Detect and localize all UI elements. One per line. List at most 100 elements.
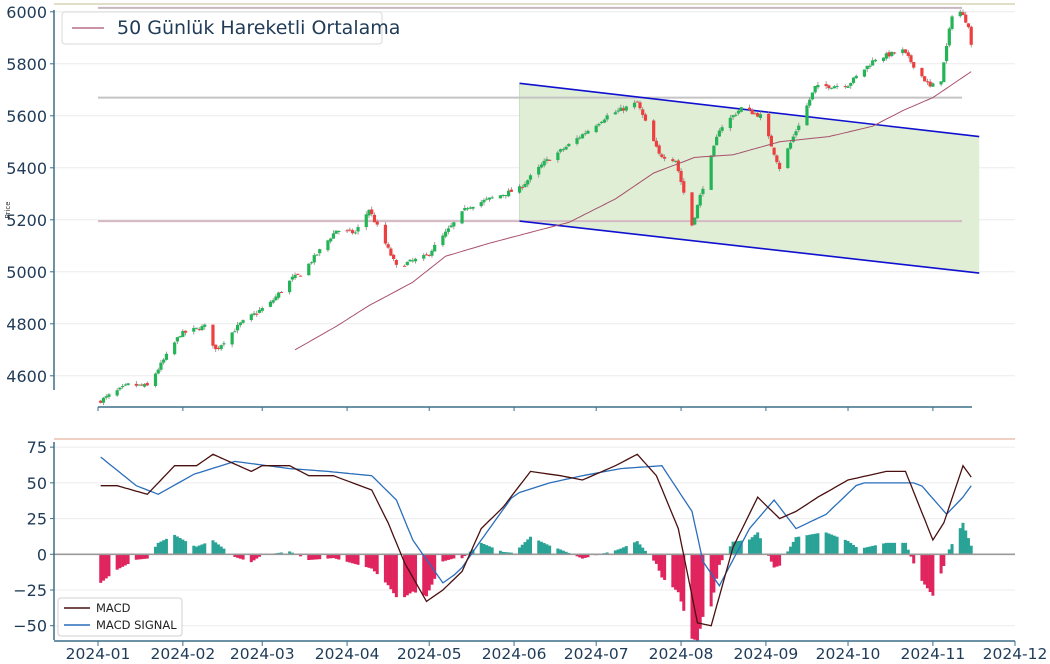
histogram-bar-negative bbox=[255, 554, 259, 559]
histogram-bar-negative bbox=[460, 554, 464, 559]
macd-y-tick-label: −25 bbox=[13, 581, 47, 600]
candle-up bbox=[236, 324, 240, 331]
candle-down bbox=[641, 109, 645, 115]
histogram-bar-negative bbox=[331, 554, 335, 559]
histogram-bar-positive bbox=[501, 551, 505, 555]
histogram-bar-positive bbox=[173, 534, 177, 555]
candle-up bbox=[192, 328, 196, 332]
histogram-bar-negative bbox=[427, 554, 431, 591]
histogram-bar-negative bbox=[351, 554, 355, 564]
candle-up bbox=[449, 225, 453, 228]
histogram-bar-positive bbox=[813, 533, 817, 555]
histogram-bar-negative bbox=[337, 554, 341, 560]
candle-up bbox=[233, 331, 237, 333]
candle-down bbox=[676, 160, 680, 172]
candle-down bbox=[777, 162, 782, 169]
histogram-bar-negative bbox=[695, 554, 699, 641]
price-y-tick-label: 6000 bbox=[6, 3, 47, 22]
candle-up bbox=[312, 255, 316, 263]
candle-up bbox=[104, 396, 108, 398]
histogram-bar-negative bbox=[386, 554, 390, 586]
ma50-line bbox=[294, 71, 972, 351]
x-tick-label: 2024-04 bbox=[315, 645, 380, 663]
price-y-tick-label: 5600 bbox=[6, 107, 47, 126]
candle-up bbox=[353, 232, 357, 234]
histogram-bar-negative bbox=[123, 554, 127, 566]
candle-up bbox=[413, 258, 418, 262]
histogram-bar-negative bbox=[430, 554, 434, 585]
histogram-bar-positive bbox=[613, 550, 617, 555]
histogram-bar-positive bbox=[794, 537, 798, 555]
candle-down bbox=[964, 14, 968, 23]
histogram-bar-negative bbox=[126, 554, 130, 564]
candle-up bbox=[673, 160, 678, 162]
histogram-bar-negative bbox=[909, 554, 913, 557]
signal-legend-label: MACD SIGNAL bbox=[96, 618, 177, 632]
histogram-bar-negative bbox=[367, 554, 371, 568]
candle-up bbox=[504, 195, 508, 197]
histogram-bar-negative bbox=[238, 554, 242, 559]
histogram-bar-positive bbox=[964, 530, 968, 555]
price-y-tick-label: 5000 bbox=[6, 263, 47, 282]
candle-up bbox=[931, 83, 935, 87]
histogram-bar-positive bbox=[884, 542, 888, 555]
candle-down bbox=[211, 324, 215, 346]
histogram-bar-negative bbox=[717, 554, 721, 565]
candle-up bbox=[123, 384, 127, 386]
candle-down bbox=[99, 400, 103, 403]
price-legend: 50 Günlük Hareketli Ortalama bbox=[61, 11, 400, 45]
candle-up bbox=[121, 386, 125, 388]
histogram-bar-positive bbox=[882, 543, 886, 555]
candle-down bbox=[652, 120, 656, 142]
x-tick-label: 2024-03 bbox=[230, 645, 295, 663]
histogram-bar-positive bbox=[518, 547, 522, 555]
candle-up bbox=[717, 130, 721, 137]
candle-up bbox=[835, 85, 839, 87]
histogram-bar-negative bbox=[414, 554, 418, 593]
histogram-bar-negative bbox=[315, 554, 319, 560]
histogram-bar-negative bbox=[424, 554, 428, 597]
histogram-bar-positive bbox=[786, 551, 790, 555]
histogram-bar-negative bbox=[778, 554, 782, 566]
histogram-bar-negative bbox=[405, 554, 409, 596]
histogram-bar-negative bbox=[348, 554, 352, 563]
candle-up bbox=[444, 231, 448, 237]
histogram-bar-negative bbox=[403, 554, 407, 598]
candle-down bbox=[923, 76, 927, 82]
candle-up bbox=[471, 206, 475, 209]
histogram-bar-positive bbox=[192, 545, 196, 555]
histogram-bar-negative bbox=[137, 554, 141, 560]
histogram-bar-positive bbox=[961, 522, 965, 555]
candle-up bbox=[901, 49, 905, 54]
candle-up bbox=[446, 228, 450, 232]
candle-up bbox=[271, 300, 275, 303]
histogram-bar-positive bbox=[958, 528, 962, 555]
histogram-bar-positive bbox=[622, 547, 626, 555]
candle-up bbox=[709, 155, 713, 190]
candle-down bbox=[772, 147, 776, 155]
histogram-bar-positive bbox=[635, 541, 639, 555]
histogram-bar-positive bbox=[890, 542, 894, 555]
candle-up bbox=[865, 65, 869, 70]
candle-down bbox=[509, 189, 513, 192]
price-y-tick-label: 5400 bbox=[6, 159, 47, 178]
histogram-bar-positive bbox=[203, 543, 207, 555]
candle-up bbox=[830, 87, 834, 89]
candle-up bbox=[452, 222, 456, 227]
candle-up bbox=[523, 183, 527, 187]
candle-down bbox=[402, 265, 407, 267]
candle-down bbox=[548, 159, 552, 161]
histogram-bar-negative bbox=[145, 554, 149, 559]
histogram-bar-positive bbox=[868, 546, 872, 555]
histogram-bar-positive bbox=[827, 533, 831, 555]
candle-up bbox=[408, 259, 412, 262]
x-tick-label: 2024-07 bbox=[564, 645, 629, 663]
candle-down bbox=[906, 52, 910, 56]
candle-down bbox=[747, 107, 752, 110]
candle-up bbox=[162, 359, 166, 363]
histogram-bar-positive bbox=[197, 545, 201, 555]
candle-up bbox=[794, 131, 798, 136]
candle-up bbox=[485, 198, 489, 200]
histogram-bar-positive bbox=[498, 550, 502, 555]
candle-up bbox=[164, 353, 169, 360]
